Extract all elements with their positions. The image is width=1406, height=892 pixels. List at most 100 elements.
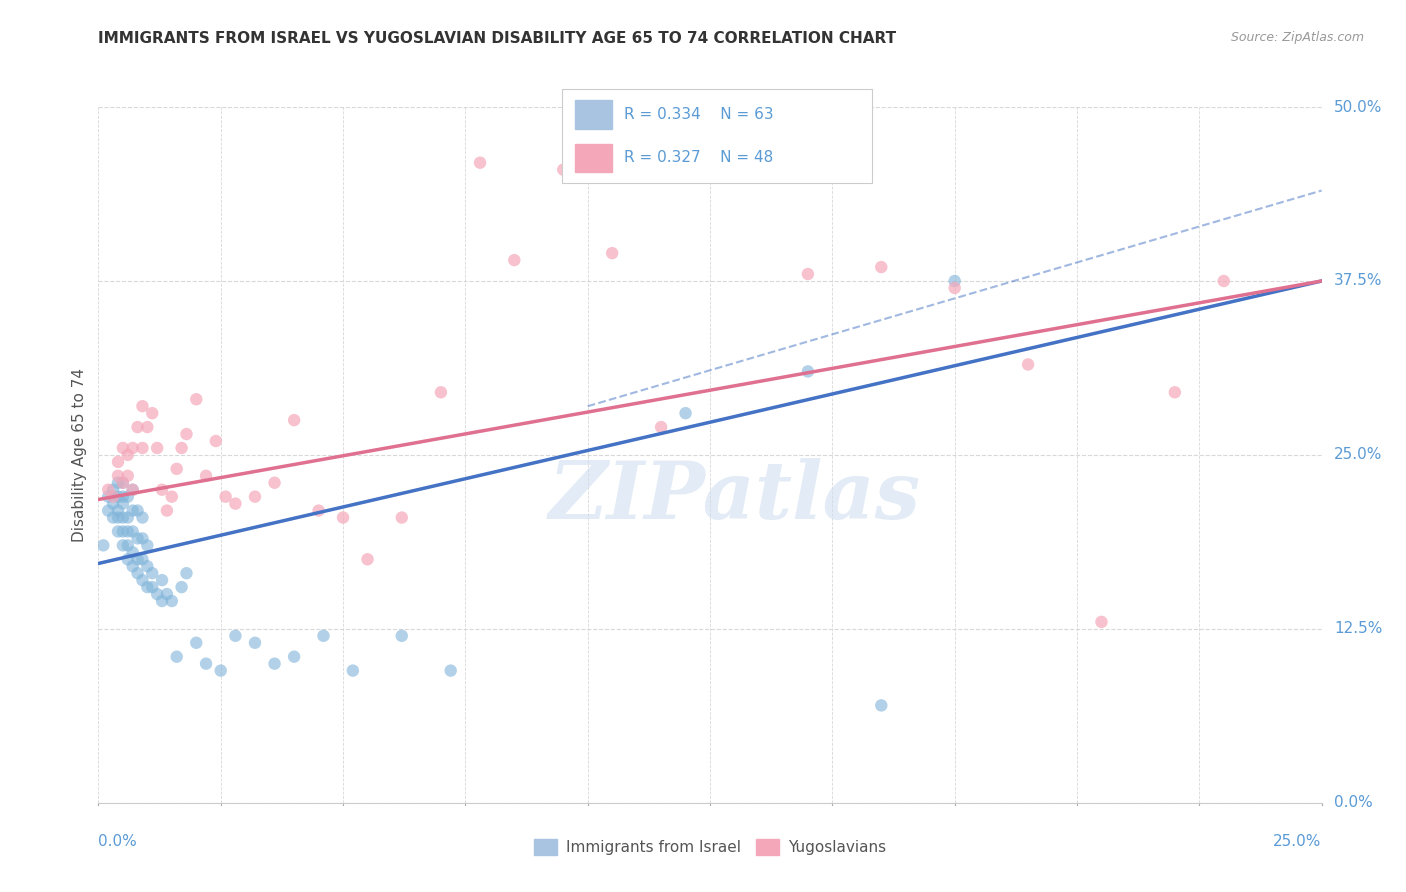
Point [650, 420, 672, 434]
Point [121, 483, 143, 497]
Point [111, 441, 134, 455]
Point [195, 657, 218, 671]
Point [117, 538, 139, 552]
Point [150, 483, 173, 497]
Point [121, 524, 143, 539]
Point [107, 455, 129, 469]
Point [131, 399, 153, 413]
Point [111, 490, 134, 504]
Point [146, 587, 169, 601]
Point [117, 468, 139, 483]
Point [107, 524, 129, 539]
Point [141, 406, 163, 420]
Point [107, 490, 129, 504]
Point [111, 475, 134, 490]
Point [127, 420, 149, 434]
Point [150, 573, 173, 587]
Point [111, 497, 134, 511]
Point [121, 559, 143, 574]
Point [131, 552, 153, 566]
Bar [575, 101, 612, 128]
Point [356, 552, 378, 566]
Point [263, 475, 285, 490]
Text: 37.5%: 37.5% [1334, 274, 1382, 288]
Point [308, 503, 330, 517]
Point [430, 385, 453, 400]
Point [117, 524, 139, 539]
Text: 50.0%: 50.0% [1334, 100, 1382, 114]
Point [101, 497, 124, 511]
Point [283, 649, 305, 664]
Point [127, 566, 149, 581]
Point [136, 420, 159, 434]
Point [209, 664, 232, 678]
Point [117, 448, 139, 462]
Point [160, 594, 183, 608]
Point [263, 657, 285, 671]
Point [224, 629, 246, 643]
Point [170, 580, 193, 594]
Bar [575, 144, 612, 171]
Point [870, 260, 893, 274]
Point [160, 490, 183, 504]
Point [870, 698, 893, 713]
Point [111, 510, 134, 524]
Text: 0.0%: 0.0% [1334, 796, 1372, 810]
Point [131, 573, 153, 587]
Text: ZIPatlas: ZIPatlas [548, 458, 921, 535]
Point [97, 490, 120, 504]
Point [156, 587, 179, 601]
Point [243, 636, 266, 650]
Point [101, 483, 124, 497]
Point [150, 594, 173, 608]
Point [468, 155, 491, 169]
Point [391, 629, 413, 643]
Point [186, 636, 208, 650]
Point [170, 441, 193, 455]
Y-axis label: Disability Age 65 to 74: Disability Age 65 to 74 [72, 368, 87, 542]
Point [675, 406, 697, 420]
Text: R = 0.334    N = 63: R = 0.334 N = 63 [624, 107, 773, 122]
Point [391, 510, 413, 524]
Point [97, 503, 120, 517]
Point [283, 413, 305, 427]
Point [121, 441, 143, 455]
Point [943, 281, 966, 295]
Text: R = 0.327    N = 48: R = 0.327 N = 48 [624, 150, 773, 165]
Point [205, 434, 228, 448]
Point [553, 162, 575, 177]
Point [117, 510, 139, 524]
Point [121, 483, 143, 497]
Point [176, 427, 198, 442]
Point [186, 392, 208, 407]
Point [440, 664, 463, 678]
Point [1017, 358, 1039, 372]
Point [107, 475, 129, 490]
Point [131, 510, 153, 524]
Point [195, 468, 218, 483]
Point [117, 490, 139, 504]
Point [176, 566, 198, 581]
Point [136, 559, 159, 574]
Point [797, 267, 820, 281]
Point [146, 441, 169, 455]
Point [131, 441, 153, 455]
Point [166, 462, 188, 476]
Point [111, 538, 134, 552]
Point [312, 629, 335, 643]
Point [1212, 274, 1234, 288]
Point [136, 538, 159, 552]
Point [136, 580, 159, 594]
Point [107, 503, 129, 517]
Point [141, 566, 163, 581]
Point [111, 524, 134, 539]
Point [111, 475, 134, 490]
Point [107, 468, 129, 483]
Point [121, 503, 143, 517]
Point [91, 538, 114, 552]
Text: Source: ZipAtlas.com: Source: ZipAtlas.com [1230, 31, 1364, 45]
Point [1164, 385, 1187, 400]
Text: IMMIGRANTS FROM ISRAEL VS YUGOSLAVIAN DISABILITY AGE 65 TO 74 CORRELATION CHART: IMMIGRANTS FROM ISRAEL VS YUGOSLAVIAN DI… [98, 31, 897, 46]
Point [600, 246, 623, 260]
FancyBboxPatch shape [562, 89, 872, 183]
